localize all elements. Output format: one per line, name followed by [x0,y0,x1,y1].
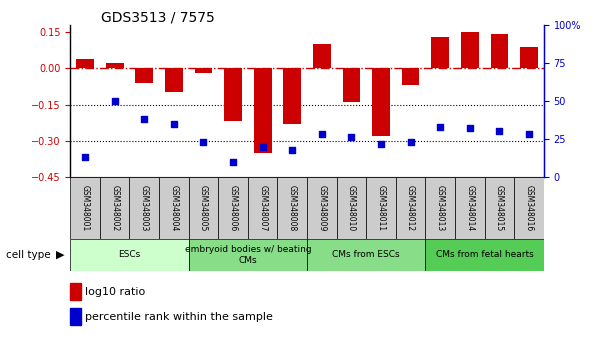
Bar [307,177,337,239]
Text: GSM348010: GSM348010 [347,185,356,231]
Point [317,132,327,137]
Bar [159,177,189,239]
Text: GSM348008: GSM348008 [288,185,297,231]
Bar [425,177,455,239]
Text: GSM348004: GSM348004 [169,185,178,231]
Bar [491,34,508,68]
Point [139,116,149,122]
Bar [70,177,100,239]
Point [228,159,238,165]
Text: GSM348007: GSM348007 [258,185,267,231]
Bar [372,68,390,136]
Point [435,124,445,130]
Bar [70,283,81,300]
Text: CMs from fetal hearts: CMs from fetal hearts [436,250,533,259]
Bar [70,239,189,271]
Point [346,135,356,140]
Bar [248,177,277,239]
Bar [455,177,485,239]
Point [465,125,475,131]
Point [287,147,297,153]
Bar [106,63,123,68]
Text: GSM348001: GSM348001 [81,185,90,231]
Bar [431,37,449,68]
Bar [461,32,478,68]
Bar [218,177,248,239]
Bar [189,239,307,271]
Text: GSM348016: GSM348016 [524,185,533,231]
Point [80,154,90,160]
Bar [313,44,331,68]
Bar [425,239,544,271]
Bar [194,68,213,73]
Text: CMs from ESCs: CMs from ESCs [332,250,400,259]
Text: GSM348013: GSM348013 [436,185,445,231]
Text: GDS3513 / 7575: GDS3513 / 7575 [101,11,214,25]
Bar [337,177,366,239]
Bar [514,177,544,239]
Bar [70,308,81,325]
Point [258,144,268,149]
Point [406,139,415,145]
Text: ESCs: ESCs [119,250,141,259]
Bar [284,68,301,124]
Text: percentile rank within the sample: percentile rank within the sample [86,312,273,321]
Bar [254,68,271,153]
Text: GSM348005: GSM348005 [199,185,208,231]
Text: GSM348011: GSM348011 [376,185,386,231]
Bar [396,177,425,239]
Bar [277,177,307,239]
Bar [130,177,159,239]
Bar [343,68,360,102]
Bar [100,177,130,239]
Text: cell type: cell type [6,250,51,260]
Text: GSM348014: GSM348014 [466,185,474,231]
Point [110,98,120,104]
Text: embryoid bodies w/ beating
CMs: embryoid bodies w/ beating CMs [185,245,311,264]
Point [524,132,534,137]
Bar [485,177,514,239]
Point [169,121,179,127]
Text: GSM348002: GSM348002 [110,185,119,231]
Bar [520,46,538,68]
Text: log10 ratio: log10 ratio [86,287,145,297]
Point [494,129,504,134]
Bar [189,177,218,239]
Text: GSM348003: GSM348003 [140,185,148,231]
Text: GSM348006: GSM348006 [229,185,238,231]
Text: GSM348015: GSM348015 [495,185,504,231]
Bar [366,177,396,239]
Bar [402,68,420,85]
Point [199,139,208,145]
Bar [76,59,94,68]
Bar [224,68,242,121]
Text: GSM348012: GSM348012 [406,185,415,231]
Bar [165,68,183,92]
Text: GSM348009: GSM348009 [317,185,326,231]
Bar [307,239,425,271]
Bar [136,68,153,83]
Text: ▶: ▶ [56,250,64,260]
Point [376,141,386,146]
